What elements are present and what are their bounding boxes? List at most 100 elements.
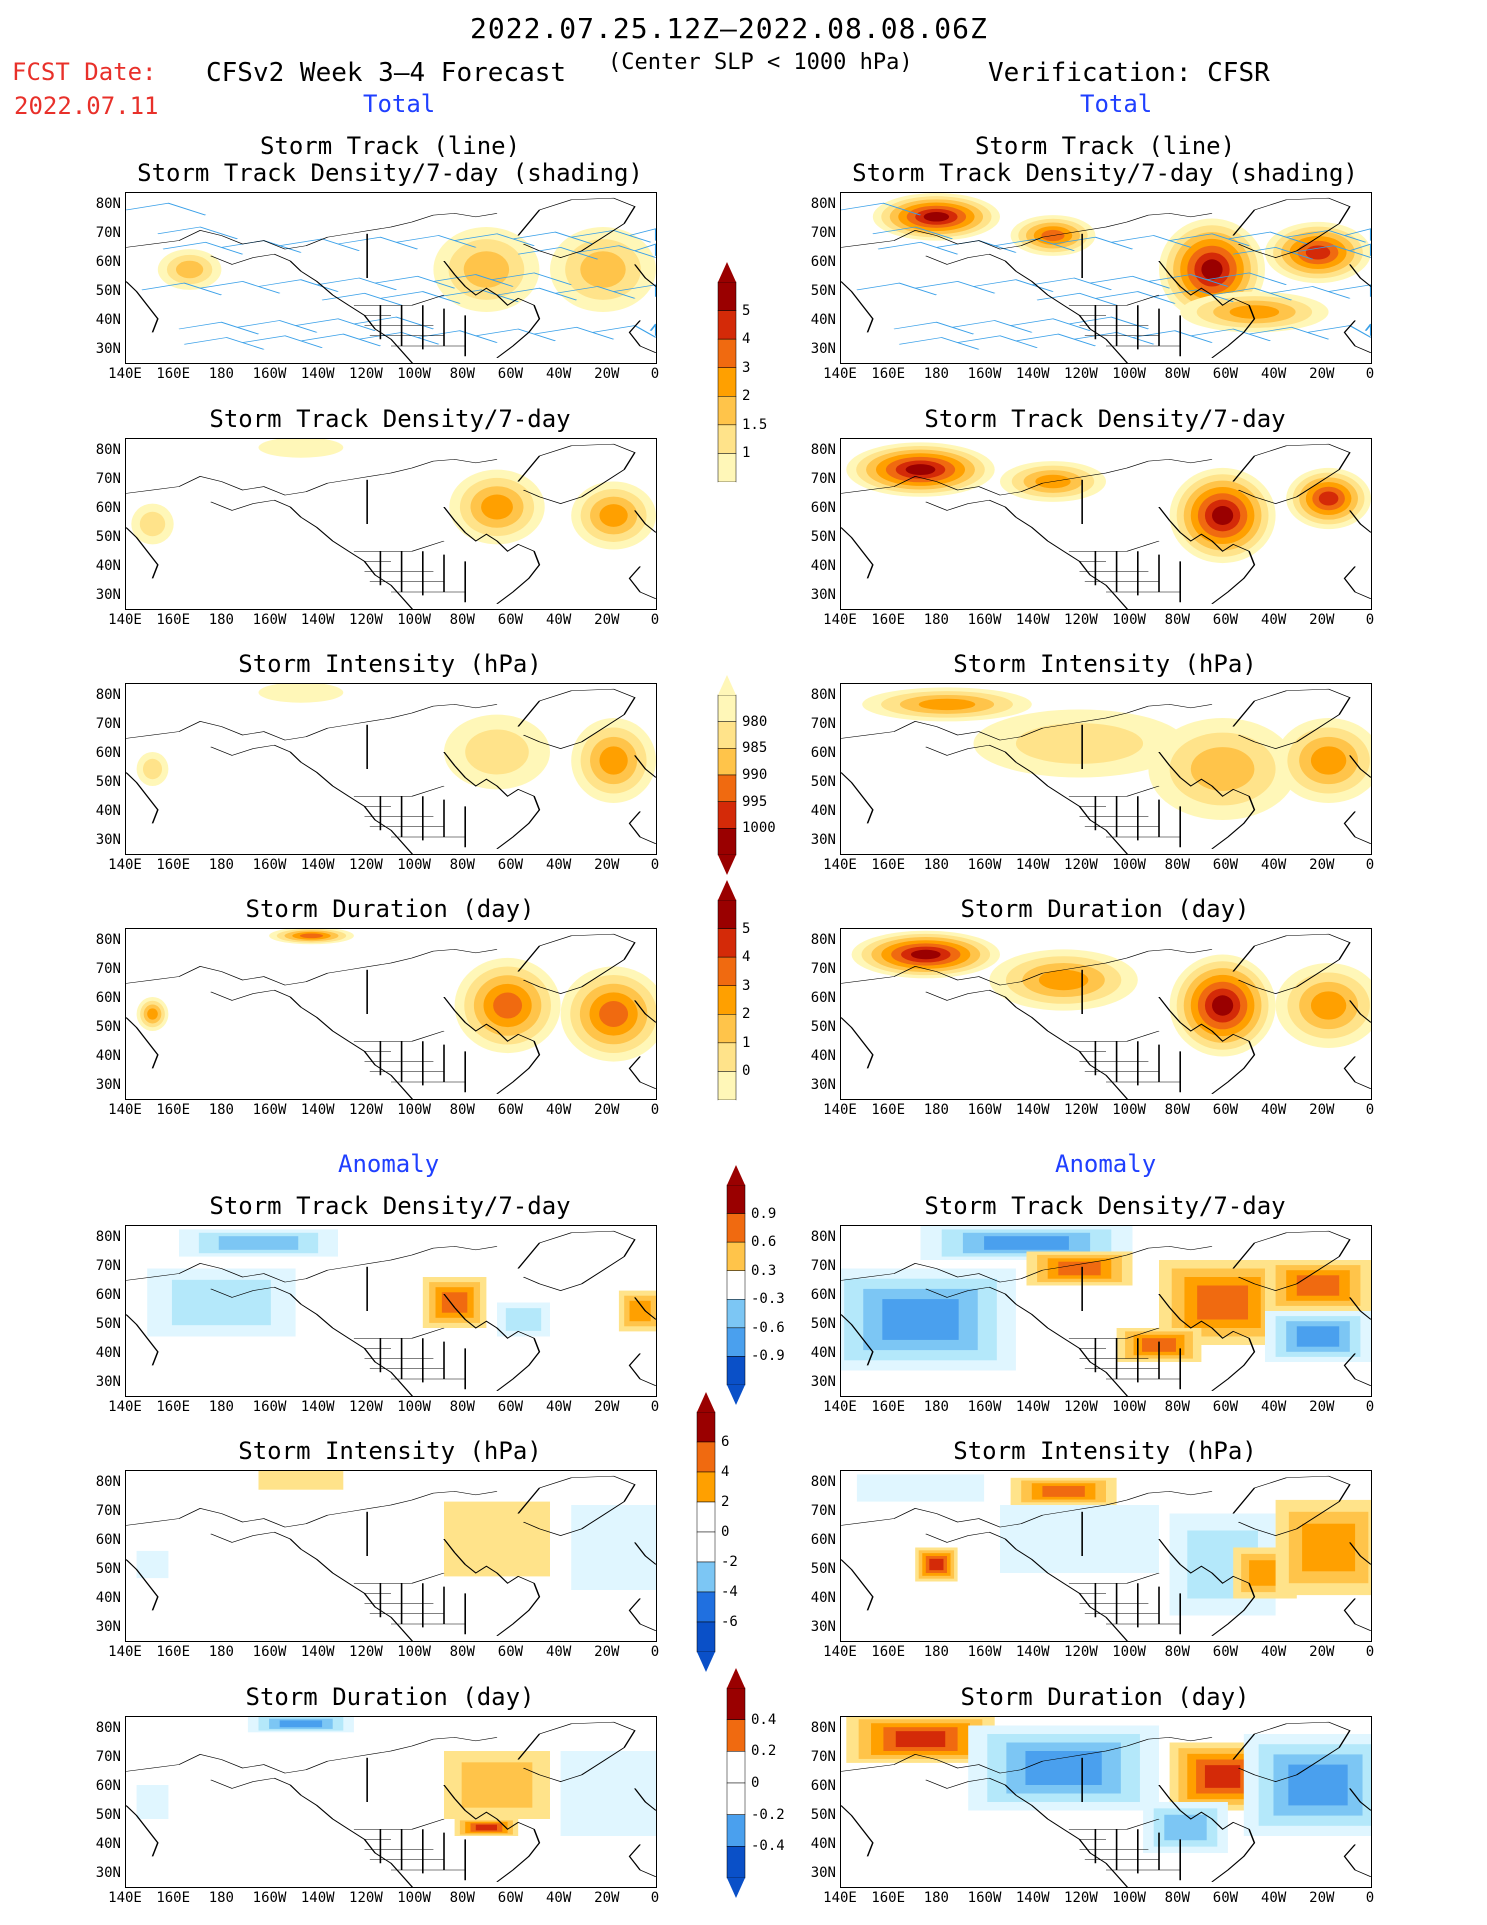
lon-label: 120W	[349, 1399, 383, 1415]
track-line-obs_track-7	[1153, 289, 1234, 303]
map-svg-obs_density	[841, 442, 1371, 609]
lon-label: 40W	[1260, 1644, 1287, 1660]
lat-label: 80N	[810, 1474, 836, 1490]
track-line-fcst_track-15	[417, 330, 498, 343]
coastline-fcst_density_anom-1	[210, 1286, 413, 1396]
colorbar-label-duration_anom: -0.2	[751, 1806, 785, 1823]
model-title: CFSv2 Week 3–4 Forecast	[206, 58, 567, 88]
track-line-fcst_track-29	[512, 231, 594, 245]
coastline-obs_density_anom-8	[1068, 1327, 1160, 1339]
coastline-obs_density_anom-3	[1232, 1230, 1351, 1291]
colorbar-seg-intensity_total-5	[717, 828, 737, 856]
map-svg-fcst_density	[126, 439, 656, 609]
colorbar-seg-density_anom-5	[726, 1327, 746, 1357]
lon-label: 120W	[1064, 857, 1098, 873]
coastline-fcst_density-3	[517, 443, 636, 504]
map-svg-fcst_intensity	[126, 684, 656, 854]
coastline-fcst_intensity_anom-6	[126, 1559, 159, 1611]
lon-label: 100W	[397, 1399, 431, 1415]
lon-label: 0	[650, 1399, 660, 1415]
shade-obs_track-0-6	[923, 212, 950, 222]
coastline-obs_duration-0	[841, 949, 1213, 986]
lon-label: 100W	[1112, 1890, 1146, 1906]
map-panel-obs_duration_anom	[840, 1716, 1372, 1888]
lon-label: 40W	[545, 857, 572, 873]
lat-label: 50N	[810, 774, 836, 790]
lat-label: 40N	[95, 1048, 121, 1064]
colorbar-seg-intensity_anom-7	[696, 1621, 716, 1653]
anom-obs_duration_anom-0-5	[895, 1731, 946, 1748]
lat-label: 30N	[810, 587, 836, 603]
lon-label: 140E	[823, 612, 857, 628]
panel-title-obs_intensity_anom: Storm Intensity (hPa)	[953, 1437, 1257, 1465]
coastline-obs_duration-9	[1079, 1041, 1181, 1093]
lat-label: 60N	[95, 1532, 121, 1548]
coastline-obs_track-2	[1158, 260, 1256, 359]
track-line-obs_track-25	[973, 279, 1054, 292]
track-line-fcst_track-18	[475, 328, 557, 342]
lon-label: 160W	[967, 1102, 1002, 1118]
lon-label: 100W	[1112, 1644, 1146, 1660]
lat-label: 30N	[810, 341, 836, 357]
lon-label: 140E	[108, 366, 142, 382]
map-svg-obs_intensity	[841, 687, 1371, 854]
track-line-fcst_track-31	[374, 275, 456, 289]
colorbar-duration_total	[717, 880, 737, 1120]
section-total-right: Total	[1080, 90, 1153, 118]
track-line-fcst_track-5	[576, 245, 656, 258]
lon-label: 120W	[1064, 366, 1098, 382]
lat-label: 70N	[810, 716, 836, 732]
lon-label: 100W	[1112, 857, 1146, 873]
lon-label: 140E	[108, 1102, 142, 1118]
coastline-obs_density-9	[1079, 551, 1181, 603]
colorbar-label-intensity_anom: -4	[721, 1584, 738, 1600]
lon-label: 180	[208, 1644, 234, 1660]
lon-label: 0	[650, 1644, 660, 1660]
lat-label: 70N	[95, 225, 121, 241]
coastline-fcst_intensity_anom-8	[353, 1572, 445, 1584]
colorbar-cap-top-intensity_anom	[697, 1392, 715, 1412]
coastline-obs_track-5	[1343, 320, 1371, 353]
lon-label: 140W	[300, 612, 335, 628]
track-line-obs_track-36	[1010, 318, 1091, 331]
lat-label: 80N	[95, 196, 121, 212]
track-line-fcst_track-35	[628, 228, 656, 241]
map-svg-obs_duration_anom	[841, 1717, 1371, 1887]
lon-label: 40W	[1260, 1399, 1287, 1415]
coastline-fcst_intensity-1	[210, 744, 413, 854]
track-line-fcst_track-27	[649, 323, 656, 336]
track-line-fcst_track-4	[379, 291, 461, 304]
lat-label: 60N	[810, 254, 836, 270]
coastline-obs_density-8	[1068, 540, 1160, 552]
coastline-obs_intensity-1	[925, 744, 1128, 854]
lon-label: 160E	[871, 857, 906, 873]
track-line-fcst_track-39	[353, 316, 435, 330]
colorbar-seg-duration_anom-4	[726, 1814, 746, 1847]
lon-label: 140W	[1015, 1644, 1050, 1660]
lon-label: 100W	[1112, 1102, 1146, 1118]
lat-label: 80N	[95, 1720, 121, 1736]
colorbar-density_total	[717, 262, 737, 502]
track-line-fcst_track-34	[432, 274, 514, 287]
lon-label: 20W	[594, 1102, 620, 1118]
lon-label: 180	[923, 1102, 949, 1118]
lon-label: 140E	[823, 1399, 857, 1415]
track-line-obs_track-5	[1291, 245, 1371, 258]
coastline-obs_duration-8	[1068, 1030, 1160, 1042]
track-line-fcst_track-2	[517, 246, 599, 260]
panel-title-obs_density_anom: Storm Track Density/7-day	[924, 1192, 1286, 1220]
lat-label: 30N	[95, 832, 121, 848]
coastline-obs_intensity_anom-3	[1232, 1475, 1351, 1536]
anom-fcst_intensity_anom-2-1	[571, 1505, 656, 1590]
lat-label: 80N	[810, 1720, 836, 1736]
anom-fcst_duration_anom-0-4	[279, 1720, 323, 1728]
anom-obs_density_anom-0-4	[882, 1299, 959, 1340]
coastline-fcst_intensity-0	[126, 704, 498, 741]
coastline-fcst_density-6	[126, 527, 159, 579]
lon-label: 100W	[1112, 612, 1146, 628]
lon-label: 140W	[300, 857, 335, 873]
map-panel-obs_density	[840, 438, 1372, 610]
shade-obs_intensity-3-3	[1310, 746, 1347, 775]
track-line-obs_track-15	[1132, 330, 1213, 343]
map-svg-obs_duration	[841, 930, 1371, 1099]
